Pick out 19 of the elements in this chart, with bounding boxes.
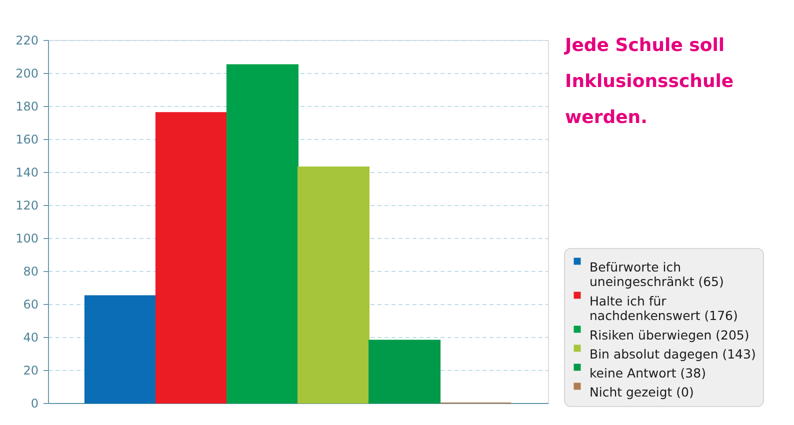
- y-tick-label: 80: [23, 264, 38, 278]
- legend-label: Risiken überwiegen (205): [590, 327, 750, 342]
- y-tick-label: 100: [16, 232, 38, 246]
- legend-label: Befürworte ich uneingeschränkt (65): [590, 259, 724, 289]
- y-tick-label: 140: [16, 166, 38, 180]
- legend-label: keine Antwort (38): [590, 365, 706, 380]
- y-tick-label: 0: [30, 396, 38, 410]
- y-tick-label: 20: [23, 364, 38, 378]
- y-tick-label: 180: [16, 100, 38, 114]
- y-tick-label: 200: [16, 66, 38, 80]
- y-tick-label: 220: [16, 34, 38, 48]
- y-tick-label: 120: [16, 198, 38, 212]
- legend-label: Halte ich für nachdenkenswert (176): [590, 293, 738, 323]
- y-tick-label: 60: [23, 298, 38, 312]
- legend-label: Nicht gezeigt (0): [590, 384, 694, 400]
- y-tick-label: 40: [23, 330, 38, 344]
- text: Jede Schule soll Inklusionsschule werden.: [563, 35, 734, 128]
- legend-label: Bin absolut dagegen (143): [590, 346, 756, 362]
- y-tick-label: 160: [16, 132, 38, 146]
